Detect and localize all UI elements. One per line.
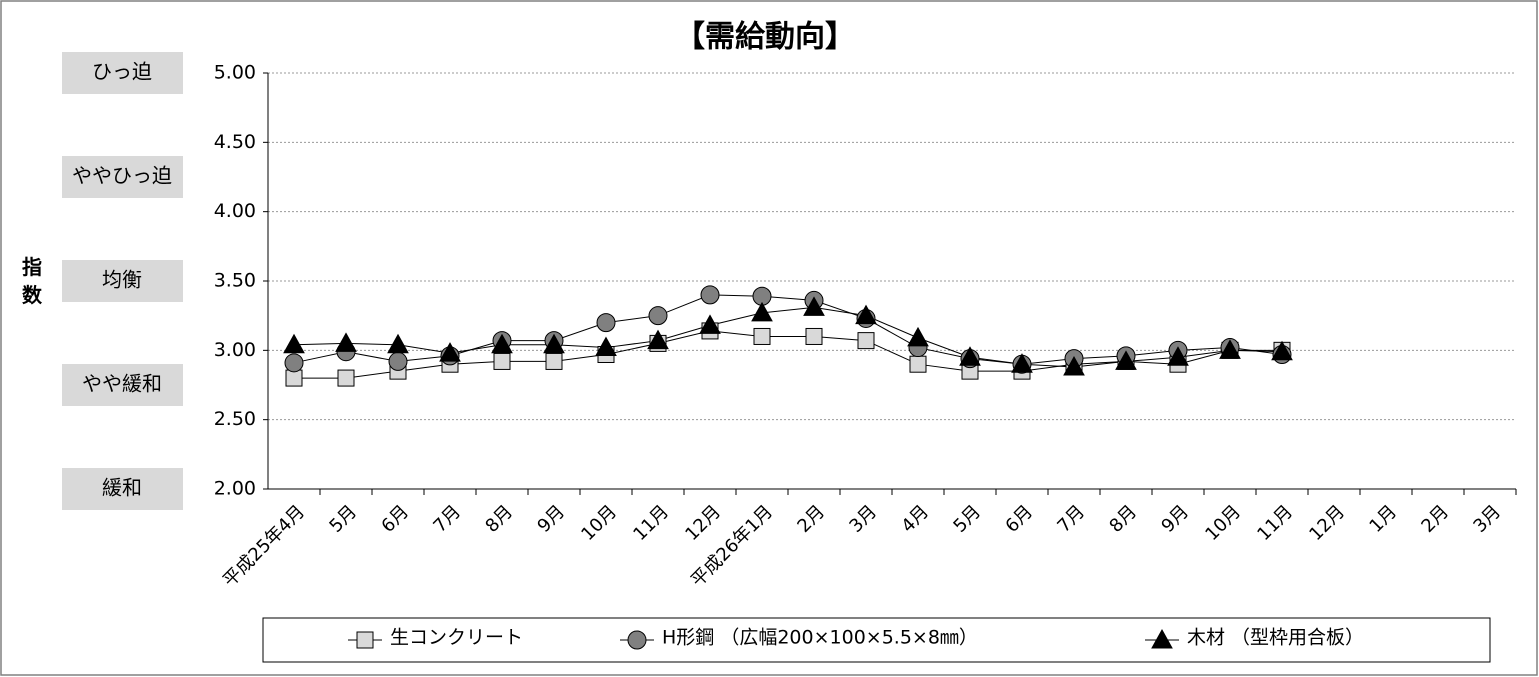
- data-point: [857, 332, 875, 350]
- y-tick-label: 4.00: [214, 200, 256, 222]
- data-point: [491, 333, 513, 354]
- legend-marker: [1151, 628, 1173, 649]
- data-point: [753, 327, 771, 345]
- legend-box: [262, 617, 1491, 663]
- data-point: [1011, 353, 1033, 373]
- data-point: [907, 326, 929, 347]
- data-point: [700, 285, 720, 305]
- data-point: [1115, 350, 1137, 370]
- data-point: [805, 327, 823, 345]
- data-point: [387, 333, 409, 354]
- data-point: [647, 329, 669, 350]
- data-point: [855, 304, 877, 325]
- data-point: [1219, 339, 1241, 359]
- level-box: [62, 52, 183, 94]
- level-label: ややひっ迫: [72, 164, 172, 188]
- legend-label: 木材 （型枠用合板）: [1187, 627, 1364, 649]
- data-point: [545, 352, 563, 370]
- data-point: [543, 333, 565, 354]
- data-point: [699, 314, 721, 334]
- data-point: [337, 369, 355, 387]
- data-point: [493, 352, 511, 370]
- level-label: やや緩和: [82, 372, 162, 396]
- legend-label: 生コンクリート: [390, 627, 523, 649]
- data-point: [284, 353, 304, 373]
- data-point: [596, 313, 616, 333]
- data-point: [283, 333, 305, 354]
- data-point: [439, 342, 461, 362]
- data-point: [751, 301, 773, 322]
- series-line: [293, 306, 1283, 368]
- y-tick-label: 4.50: [214, 131, 256, 153]
- y-tick-label: 2.50: [214, 408, 256, 430]
- data-point: [595, 336, 617, 357]
- data-point: [1271, 340, 1293, 361]
- legend-label: H形鋼 （広幅200×100×5.5×8㎜）: [662, 627, 978, 649]
- legend-marker: [627, 630, 647, 650]
- chart-title: 【需給動向】: [675, 20, 855, 55]
- data-point: [909, 355, 927, 373]
- y-tick-label: 2.00: [214, 478, 256, 500]
- data-point: [388, 351, 408, 371]
- y-axis-label: 指数: [22, 255, 43, 307]
- level-label: 均衡: [102, 268, 142, 292]
- data-point: [285, 369, 303, 387]
- data-point: [1063, 355, 1085, 376]
- data-point: [335, 332, 357, 352]
- level-box: [62, 468, 183, 510]
- level-box: [62, 156, 183, 198]
- data-point: [1167, 346, 1189, 366]
- y-tick-label: 3.50: [214, 270, 256, 292]
- legend-marker: [356, 631, 374, 649]
- y-tick-label: 3.00: [214, 339, 256, 361]
- level-box: [62, 260, 183, 302]
- data-point: [803, 296, 825, 316]
- data-point: [648, 306, 668, 326]
- y-tick-label: 5.00: [214, 62, 256, 84]
- level-label: ひっ迫: [92, 60, 152, 84]
- level-box: [62, 364, 183, 406]
- level-label: 緩和: [102, 476, 142, 500]
- data-point: [959, 346, 981, 366]
